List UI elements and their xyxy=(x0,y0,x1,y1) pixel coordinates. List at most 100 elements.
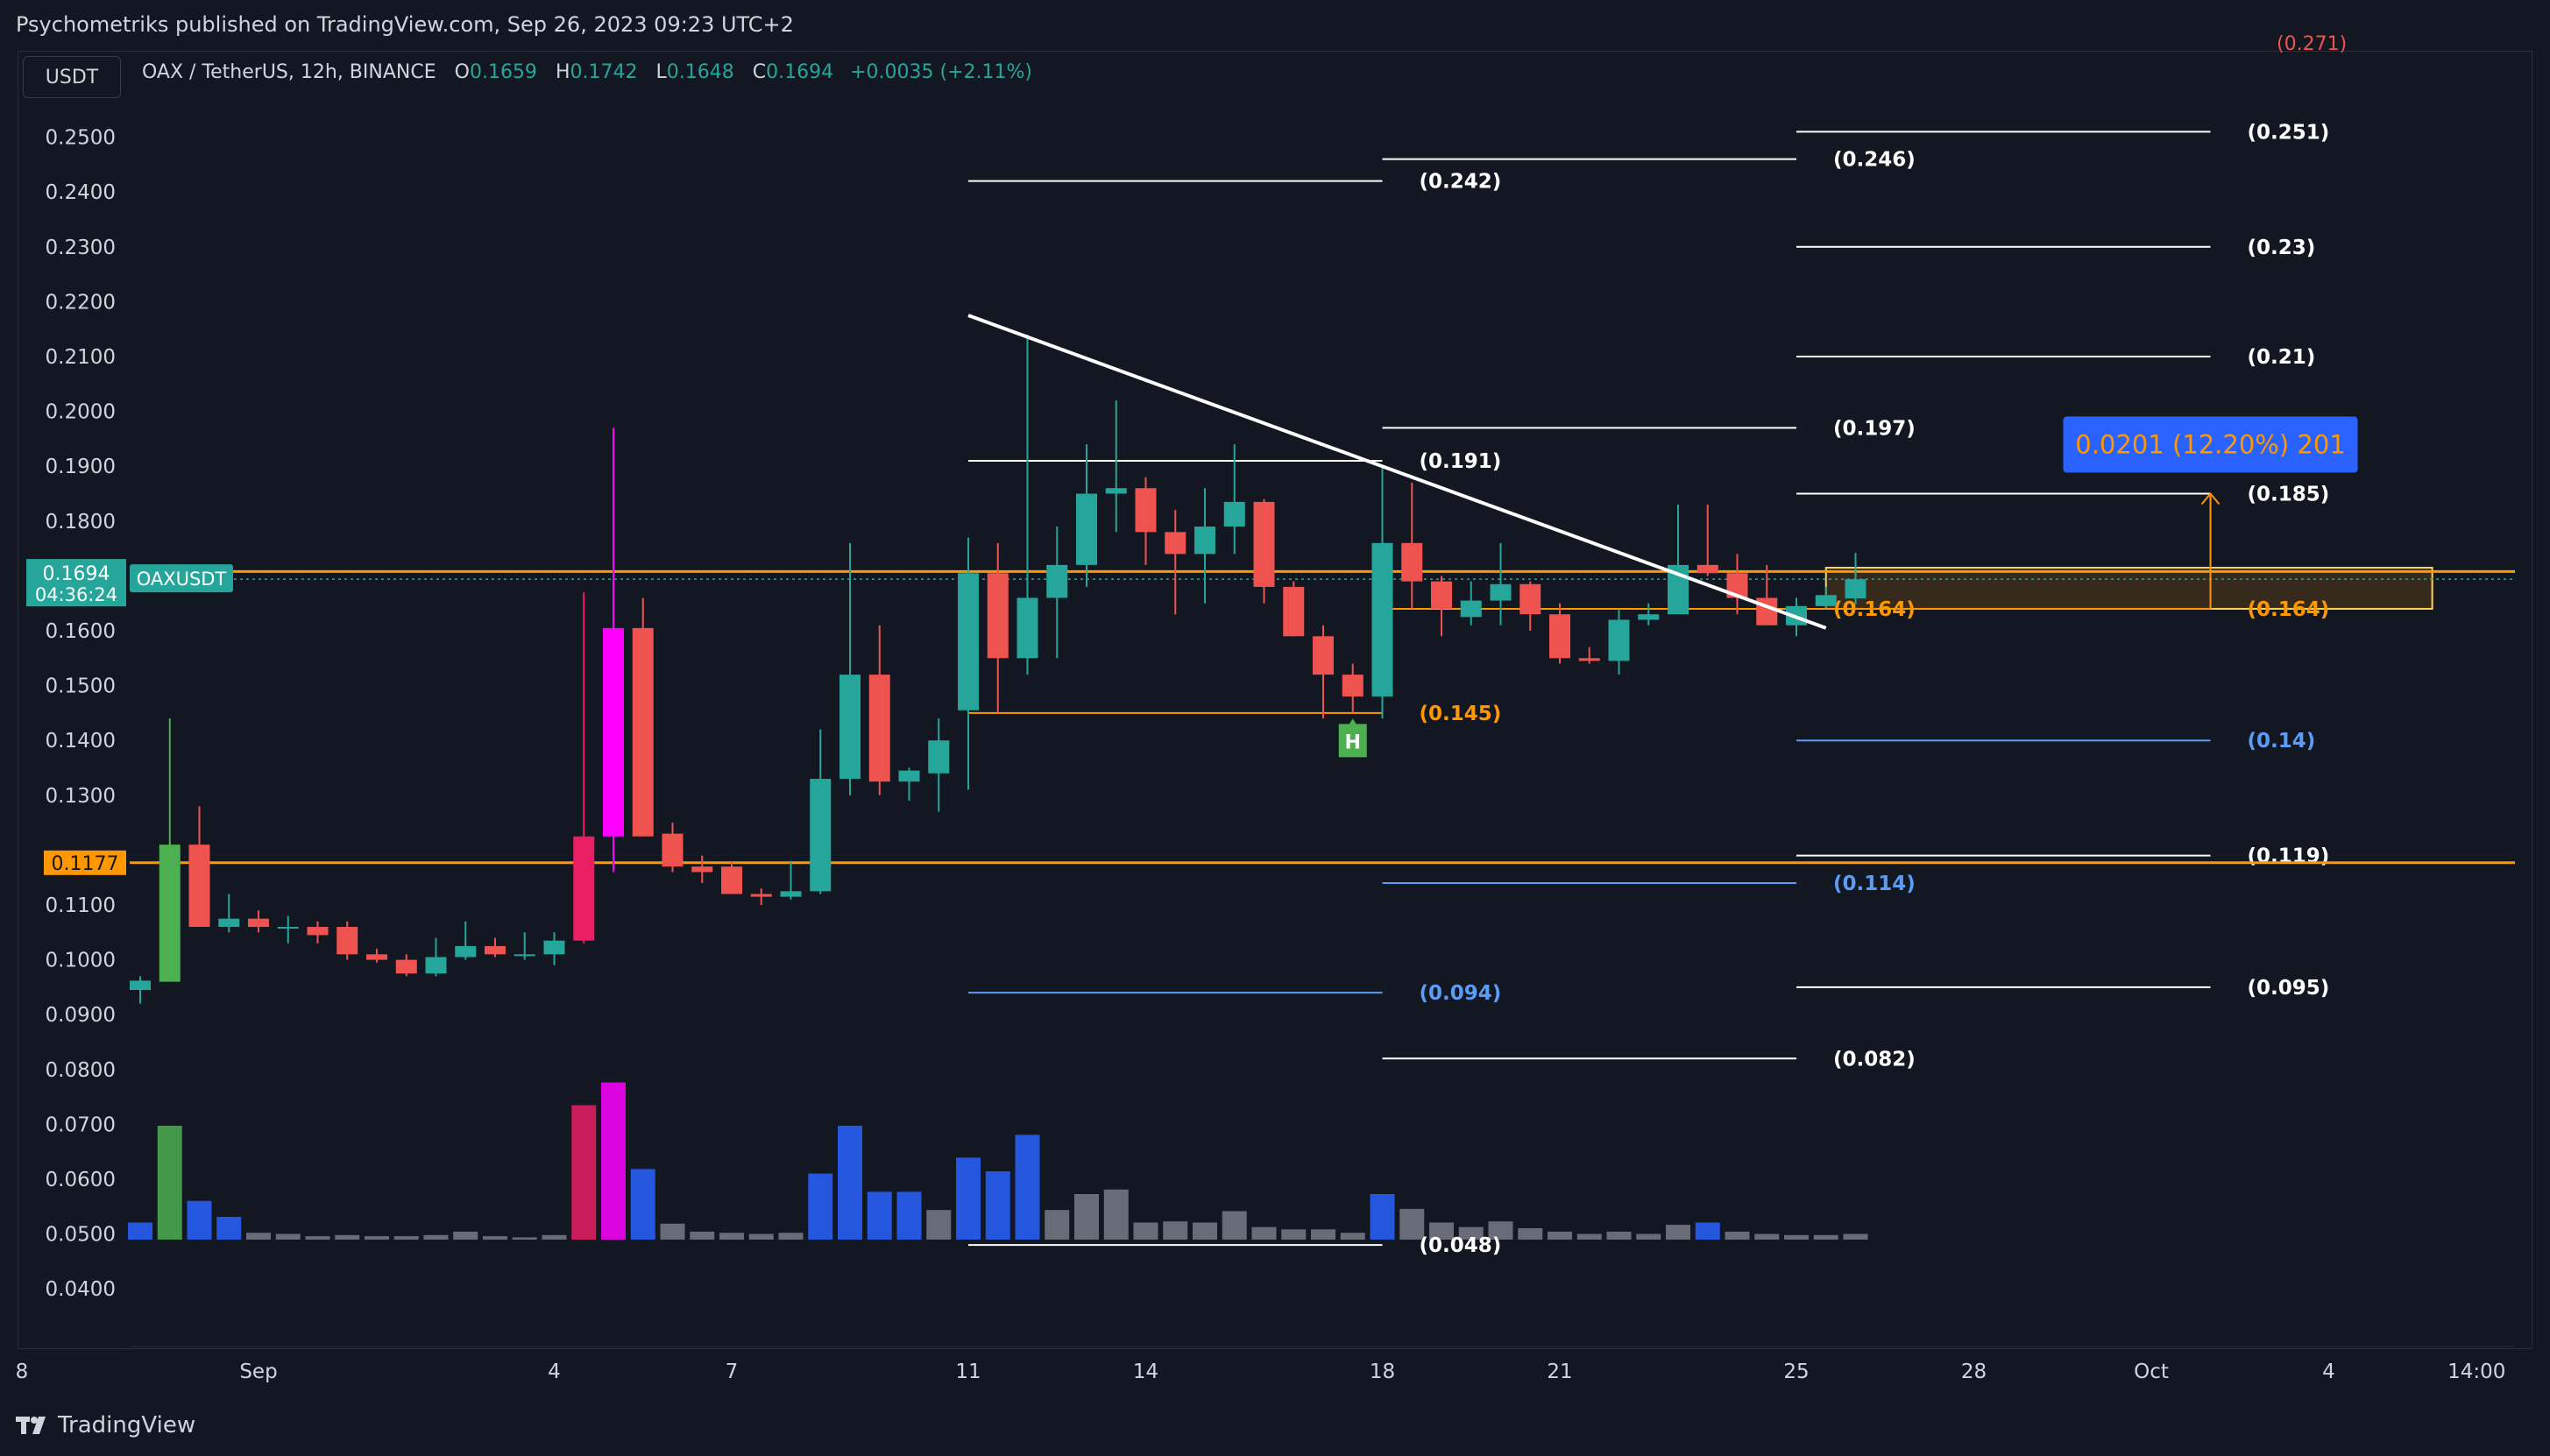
candle-body[interactable] xyxy=(425,957,447,974)
candle-body[interactable] xyxy=(1313,636,1334,675)
candle-body[interactable] xyxy=(573,836,595,941)
volume-bar xyxy=(1754,1233,1780,1240)
tradingview-icon xyxy=(16,1417,46,1434)
y-tick-label: 0.0800 xyxy=(46,1059,116,1082)
candle-body[interactable] xyxy=(1194,527,1215,555)
trendline[interactable] xyxy=(967,314,1827,630)
current-price-badge-box xyxy=(26,559,126,607)
symbol-tag-box[interactable] xyxy=(130,564,233,593)
currency-button[interactable]: USDT xyxy=(23,56,121,98)
candle-body[interactable] xyxy=(514,954,535,957)
fib-level-label: (0.271) xyxy=(2277,33,2347,55)
candle-body[interactable] xyxy=(1815,595,1837,606)
candle-body[interactable] xyxy=(1608,619,1630,661)
y-tick-label: 0.2400 xyxy=(46,181,116,204)
measure-arrow-icon xyxy=(2200,491,2221,505)
volume-bar xyxy=(1399,1208,1425,1240)
candle-body[interactable] xyxy=(1253,501,1275,587)
y-tick-label: 0.0700 xyxy=(46,1113,116,1136)
current-price-label: 0.1694 xyxy=(43,563,110,585)
candle-body[interactable] xyxy=(1283,586,1305,637)
candle-body[interactable] xyxy=(1046,564,1068,598)
candle-body[interactable] xyxy=(987,573,1009,659)
candle-body[interactable] xyxy=(485,945,506,955)
price-level-badge: 0.1177 xyxy=(52,853,119,875)
candle-body[interactable] xyxy=(336,927,358,955)
chart-frame xyxy=(18,51,2532,1349)
fib-level-label: (0.246) xyxy=(1833,149,1916,172)
marker-flag[interactable] xyxy=(1338,718,1367,758)
fib-level-label: (0.048) xyxy=(1420,1234,1502,1257)
candle-body[interactable] xyxy=(277,927,299,929)
candle-body[interactable] xyxy=(662,833,684,867)
target-zone[interactable] xyxy=(1824,567,2433,610)
candle-body[interactable] xyxy=(1401,542,1423,582)
y-tick-label: 0.1100 xyxy=(46,894,116,917)
candle-body[interactable] xyxy=(1549,614,1570,659)
volume-bar xyxy=(1251,1226,1277,1240)
candle-body[interactable] xyxy=(780,891,802,897)
tradingview-logo[interactable]: TradingView xyxy=(16,1412,195,1438)
candle-body[interactable] xyxy=(1165,532,1186,555)
y-tick-label: 0.1300 xyxy=(46,785,116,808)
candle-body[interactable] xyxy=(130,980,151,991)
y-tick-label: 0.2000 xyxy=(46,401,116,424)
candle-body[interactable] xyxy=(1342,675,1364,697)
candle-body[interactable] xyxy=(543,940,565,955)
candle-body[interactable] xyxy=(1460,600,1482,618)
candle-body[interactable] xyxy=(1490,583,1512,601)
candle-body[interactable] xyxy=(1105,488,1127,494)
volume-bar xyxy=(512,1237,537,1240)
candle-body[interactable] xyxy=(868,675,890,782)
symbol-name[interactable]: OAX / TetherUS, 12h, BINANCE xyxy=(142,61,436,83)
volume-bar xyxy=(1458,1226,1484,1240)
candle-body[interactable] xyxy=(1696,564,1718,574)
candle-body[interactable] xyxy=(1135,488,1157,533)
volume-bar xyxy=(1045,1210,1070,1240)
candle-body[interactable] xyxy=(750,894,772,897)
candle-body[interactable] xyxy=(1016,597,1038,659)
candle-body[interactable] xyxy=(1431,581,1452,609)
low-value: 0.1648 xyxy=(666,61,734,83)
candle-body[interactable] xyxy=(1371,542,1393,697)
y-tick-label: 0.0900 xyxy=(46,1004,116,1027)
candle-body[interactable] xyxy=(958,573,979,710)
candle-body[interactable] xyxy=(1845,579,1866,599)
candle-body[interactable] xyxy=(691,866,713,873)
volume-bar xyxy=(1370,1194,1395,1240)
candle-body[interactable] xyxy=(395,959,417,974)
volume-bar xyxy=(571,1105,597,1240)
volume-bar xyxy=(808,1173,833,1240)
volume-bar xyxy=(1015,1134,1040,1240)
fib-level-label: (0.145) xyxy=(1420,703,1502,725)
candle-body[interactable] xyxy=(218,918,240,928)
candle-body[interactable] xyxy=(248,918,269,928)
candle-body[interactable] xyxy=(928,740,950,774)
candle-body[interactable] xyxy=(898,770,920,782)
volume-bar xyxy=(1488,1221,1513,1240)
volume-bar xyxy=(1281,1229,1307,1240)
candle-body[interactable] xyxy=(1223,501,1245,527)
candle-body[interactable] xyxy=(810,779,832,892)
x-tick-label: 8 xyxy=(16,1361,29,1383)
measure-label-box[interactable] xyxy=(2063,416,2358,473)
candle-body[interactable] xyxy=(603,627,624,837)
volume-bar xyxy=(335,1234,360,1240)
candle-body[interactable] xyxy=(159,845,181,982)
candle-body[interactable] xyxy=(1578,658,1600,661)
volume-bar xyxy=(1666,1225,1690,1240)
candle-body[interactable] xyxy=(1519,583,1541,615)
candle-body[interactable] xyxy=(188,845,210,928)
x-tick-label: 28 xyxy=(1961,1361,1987,1383)
brand-name: TradingView xyxy=(58,1412,196,1438)
candle-body[interactable] xyxy=(632,627,654,837)
candle-body[interactable] xyxy=(307,927,329,936)
fib-level-label: (0.114) xyxy=(1833,873,1916,895)
candle-body[interactable] xyxy=(1076,493,1097,565)
candle-body[interactable] xyxy=(455,945,477,958)
candle-body[interactable] xyxy=(721,866,742,894)
candle-body[interactable] xyxy=(839,675,861,780)
candle-body[interactable] xyxy=(366,954,387,960)
candle-body[interactable] xyxy=(1638,614,1660,620)
